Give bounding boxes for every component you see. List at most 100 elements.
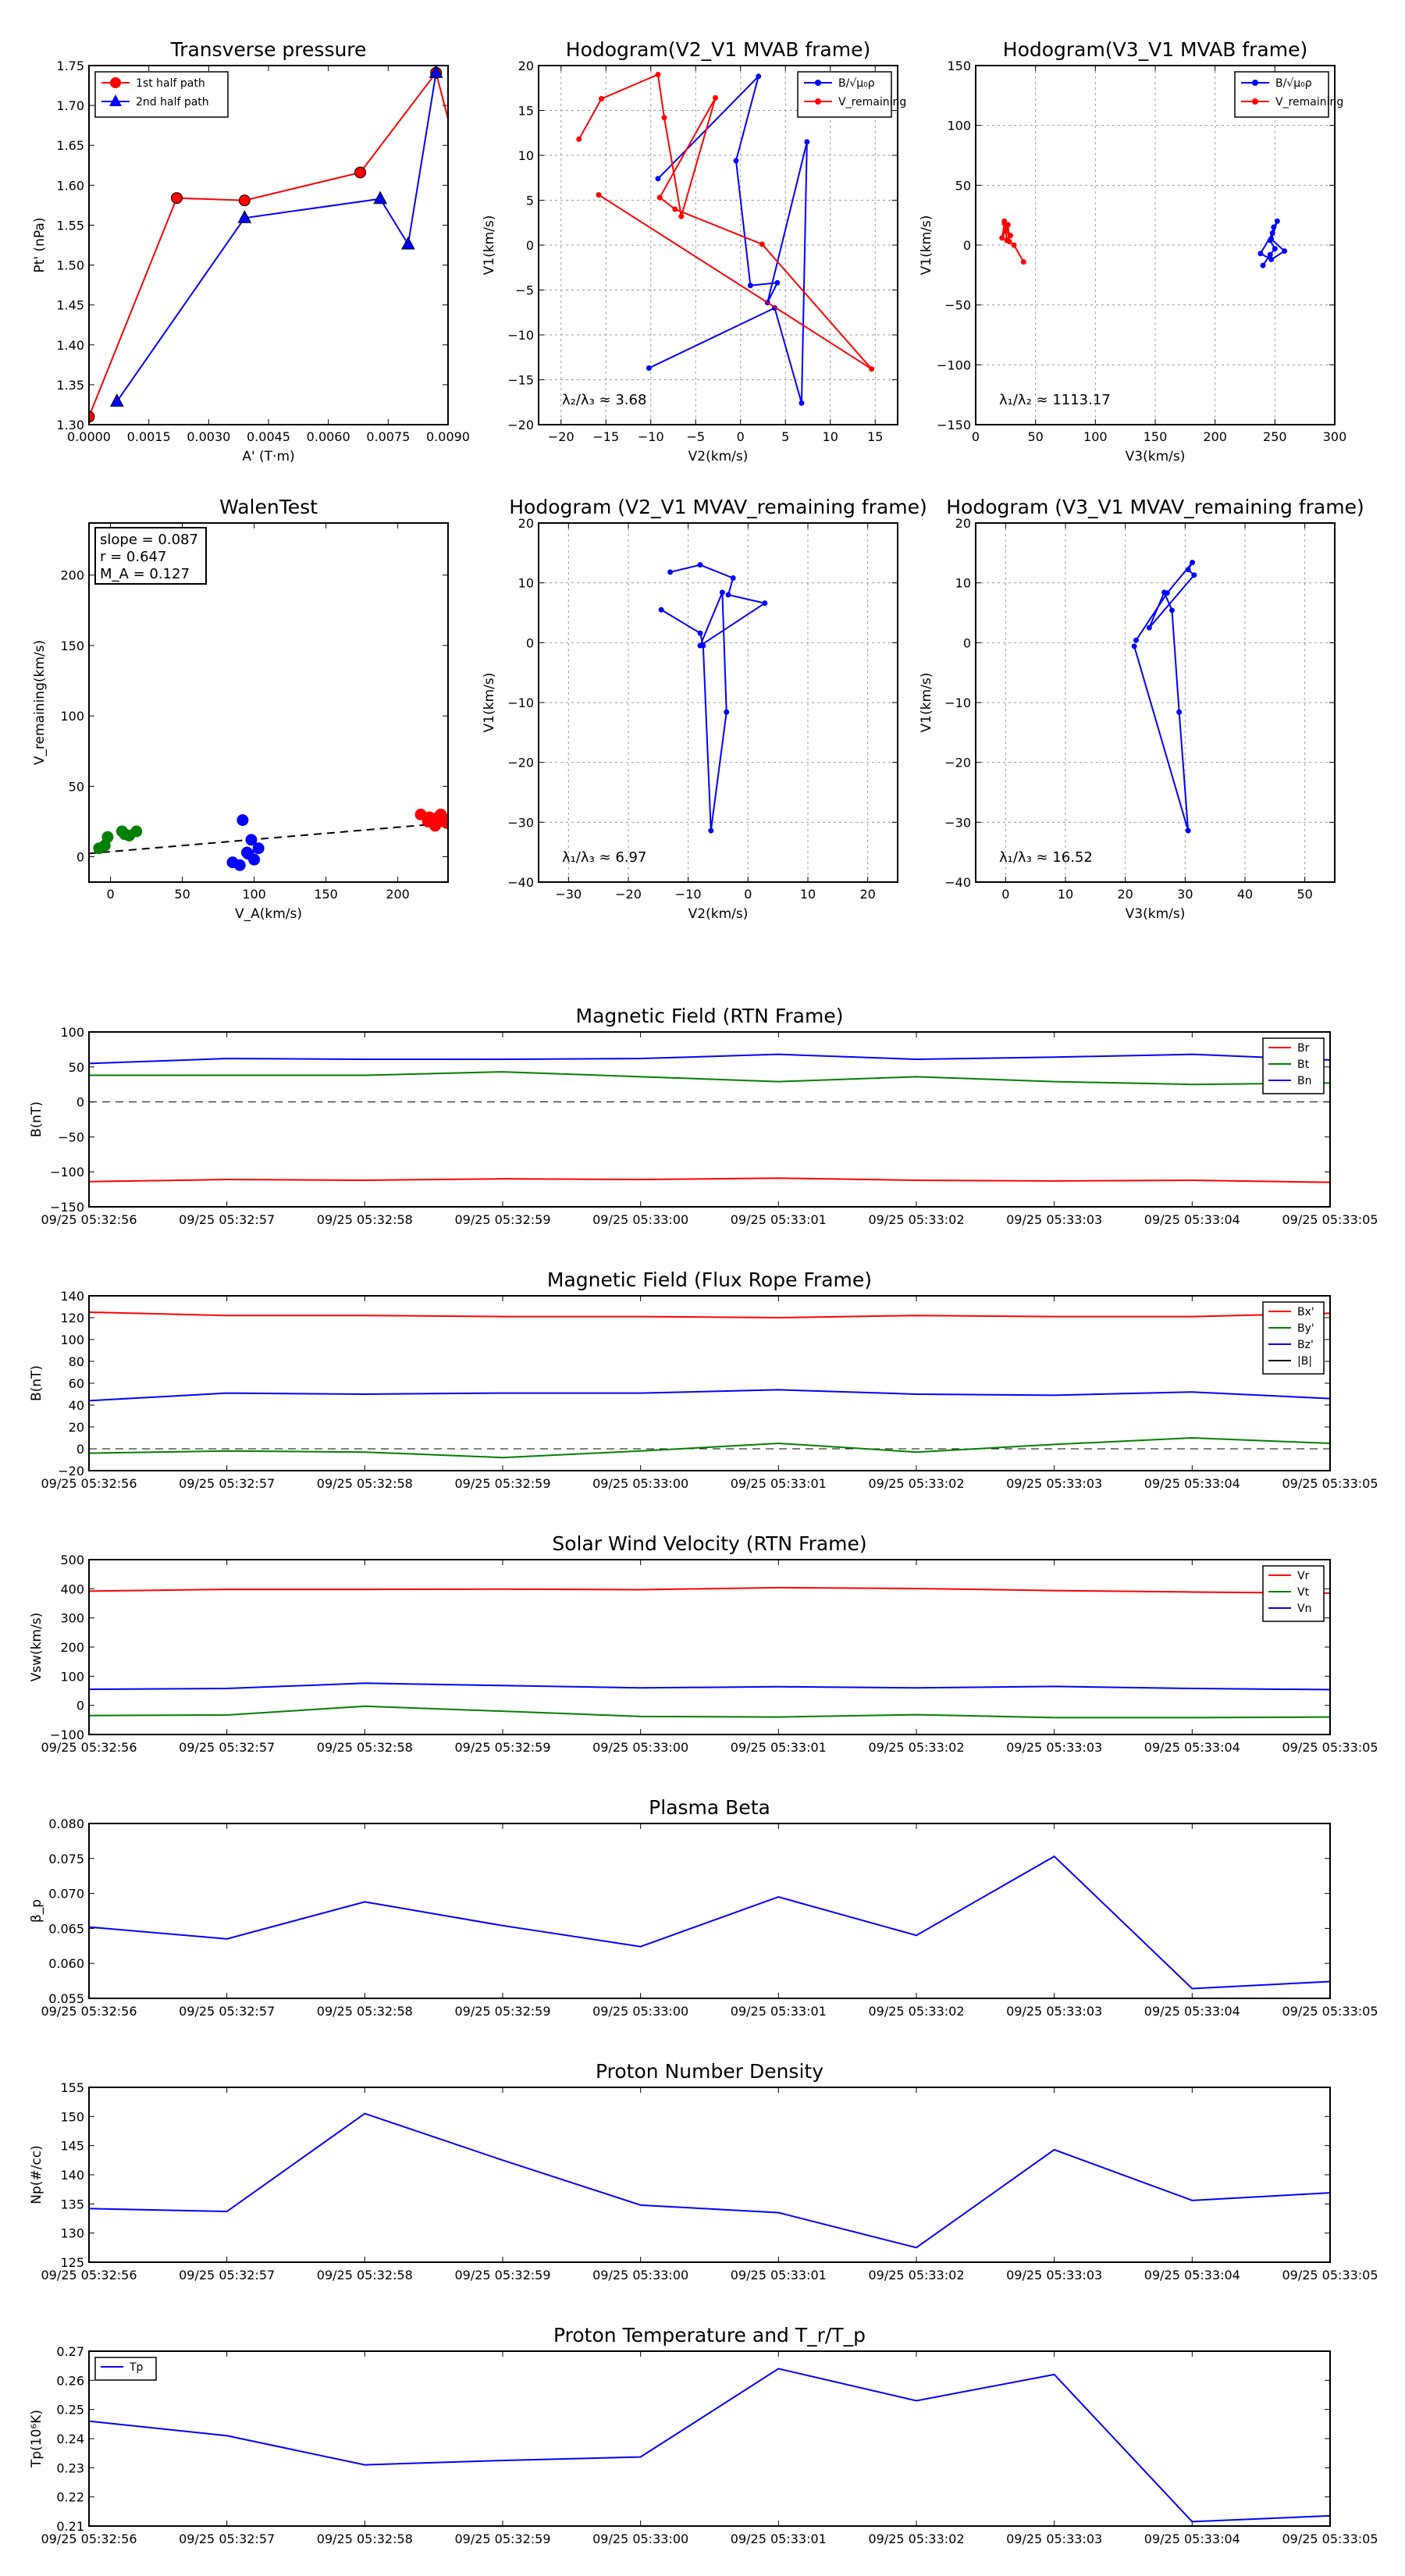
time-tick-label: 09/25 05:32:58 xyxy=(317,1476,413,1491)
fit-line xyxy=(89,822,448,855)
y-tick-label: −20 xyxy=(507,418,534,432)
y-axis-label: B(nT) xyxy=(29,1101,44,1137)
time-tick-label: 09/25 05:33:00 xyxy=(592,2532,688,2546)
time-tick-label: 09/25 05:33:02 xyxy=(868,1476,964,1491)
data-point xyxy=(646,365,652,372)
y-tick-label: −100 xyxy=(937,358,971,372)
y-tick-label: 0.26 xyxy=(56,2373,84,2388)
data-point xyxy=(1260,262,1266,269)
y-tick-label: 50 xyxy=(955,178,971,193)
data-point xyxy=(596,192,602,198)
chart-walen: 0 50 100 150 200 0 50 100 150 200 WalenTest V_A(km/… xyxy=(32,496,449,922)
y-tick-label: 20 xyxy=(69,1420,84,1435)
data-point xyxy=(804,139,810,145)
time-tick-label: 09/25 05:33:05 xyxy=(1282,2532,1378,2546)
legend-label: Tp xyxy=(129,2361,144,2374)
y-tick-label: 0.25 xyxy=(56,2403,84,2418)
legend-label: V_remaining xyxy=(838,96,906,109)
x-tick-label: 150 xyxy=(314,887,338,902)
x-tick-label: 0 xyxy=(1001,887,1009,902)
x-tick-label: −20 xyxy=(548,429,574,444)
chart-title: Plasma Beta xyxy=(649,1796,770,1819)
x-tick-label: 0 xyxy=(737,429,745,444)
axes-frame xyxy=(975,65,1336,425)
data-point xyxy=(109,393,124,407)
time-tick-label: 09/25 05:33:01 xyxy=(731,2532,827,2546)
x-tick-label: 0.0045 xyxy=(247,429,290,444)
data-point xyxy=(1001,220,1008,226)
data-point xyxy=(237,814,249,827)
data-point xyxy=(170,192,183,205)
x-tick-label: −30 xyxy=(555,887,582,902)
time-tick-label: 09/25 05:32:56 xyxy=(41,1476,137,1491)
y-tick-label: 0 xyxy=(526,238,534,253)
time-tick-label: 09/25 05:32:57 xyxy=(179,1476,275,1491)
x-tick-label: 20 xyxy=(1117,887,1133,902)
y-tick-label: 0.27 xyxy=(56,2344,84,2359)
y-tick-label: 0 xyxy=(526,635,534,650)
chart-h2: 0 50 100 150 200 250 300 −150 −100 −50 0 50 100 150 Ho… xyxy=(919,38,1346,464)
y-tick-label: 135 xyxy=(60,2197,84,2211)
time-tick-label: 09/25 05:32:59 xyxy=(454,1476,550,1491)
data-point xyxy=(747,283,753,289)
time-tick-label: 09/25 05:33:04 xyxy=(1144,1740,1240,1755)
x-tick-label: 0 xyxy=(744,887,752,902)
data-point xyxy=(373,190,387,205)
chart-title: Hodogram(V3_V1 MVAB frame) xyxy=(1003,38,1307,61)
time-tick-label: 09/25 05:32:57 xyxy=(179,2532,275,2546)
y-tick-label: 155 xyxy=(60,2080,84,2095)
time-tick-label: 09/25 05:33:04 xyxy=(1144,1212,1240,1227)
time-tick-label: 09/25 05:32:56 xyxy=(41,1212,137,1227)
time-tick-label: 09/25 05:32:59 xyxy=(454,2268,550,2282)
data-point xyxy=(661,115,667,121)
y-tick-label: 1.70 xyxy=(56,98,84,113)
series-line-Np xyxy=(88,2112,1331,2249)
time-tick-label: 09/25 05:32:57 xyxy=(179,1212,275,1227)
data-point xyxy=(1268,256,1275,262)
legend-label: 2nd half path xyxy=(136,96,209,109)
data-point xyxy=(467,205,478,216)
y-tick-label: −150 xyxy=(50,1200,84,1215)
axes-frame xyxy=(88,2350,1331,2527)
y-tick-label: 145 xyxy=(60,2139,84,2154)
time-tick-label: 09/25 05:33:04 xyxy=(1144,1476,1240,1491)
y-tick-label: 125 xyxy=(60,2255,84,2270)
y-tick-label: 0 xyxy=(76,1442,84,1457)
chart-bff: 09/25 05:32:56 09/25 05:32:57 09/25 05:32:… xyxy=(29,1268,1378,1491)
data-point xyxy=(719,589,725,596)
time-tick-label: 09/25 05:32:58 xyxy=(317,1740,413,1755)
legend-label: Vr xyxy=(1297,1570,1310,1582)
data-point xyxy=(1176,709,1183,715)
time-tick-label: 09/25 05:33:00 xyxy=(592,1740,688,1755)
data-point xyxy=(1274,218,1280,224)
data-point xyxy=(1271,224,1277,230)
x-tick-label: 10 xyxy=(1058,887,1073,902)
legend-marker xyxy=(1252,98,1258,105)
x-axis-label: V_A(km/s) xyxy=(235,906,302,922)
x-tick-label: −15 xyxy=(592,429,619,444)
axes-frame xyxy=(538,522,898,883)
data-point xyxy=(658,607,664,613)
y-tick-label: 0.080 xyxy=(48,1816,84,1831)
series-line-path xyxy=(1133,561,1196,831)
data-point xyxy=(101,831,114,843)
y-axis-label: Vsw(km/s) xyxy=(29,1613,44,1682)
data-point xyxy=(672,206,678,212)
y-tick-label: 500 xyxy=(60,1553,84,1567)
data-point xyxy=(1006,238,1012,244)
time-tick-label: 09/25 05:33:00 xyxy=(592,2004,688,2019)
y-axis-label: V1(km/s) xyxy=(919,215,934,276)
data-point xyxy=(599,96,604,102)
stats-text: M_A = 0.127 xyxy=(100,566,190,582)
data-point xyxy=(1269,230,1275,237)
y-tick-label: 40 xyxy=(69,1398,84,1413)
legend-label: B/√μ₀ρ xyxy=(838,77,875,90)
time-tick-label: 09/25 05:32:56 xyxy=(41,2268,137,2282)
y-tick-label: −20 xyxy=(944,756,971,770)
y-tick-label: 0.075 xyxy=(48,1852,84,1866)
time-tick-label: 09/25 05:32:58 xyxy=(317,2532,413,2546)
y-tick-label: 0.055 xyxy=(48,1991,84,2006)
chart-np: 09/25 05:32:56 09/25 05:32:57 09/25 05:32:… xyxy=(29,2060,1378,2282)
chart-h1: −20 −15 −10 −5 0 5 10 15 −20 −15 −10 −5 0 5 10 15 20 Hodo… xyxy=(482,38,906,464)
